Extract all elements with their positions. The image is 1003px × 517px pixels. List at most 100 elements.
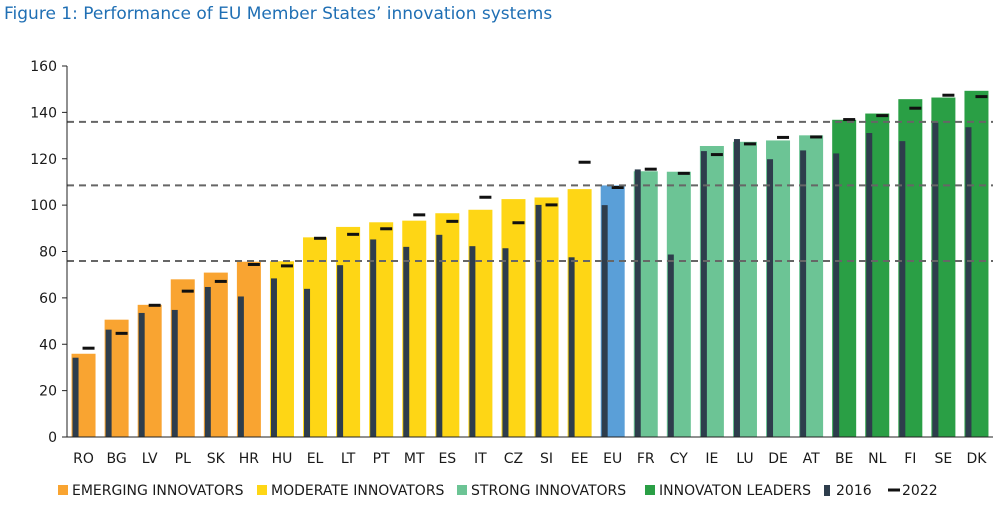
bar-2016-AT	[800, 150, 807, 437]
bar-2016-HU	[270, 278, 277, 437]
marker-2022-SK	[214, 279, 227, 283]
legend-swatch-2016	[824, 485, 830, 496]
marker-2022-AT	[810, 135, 823, 139]
marker-2022-IT	[479, 195, 492, 199]
bar-2016-HR	[237, 296, 244, 437]
marker-2022-EL	[314, 236, 327, 240]
y-tick-label: 160	[30, 59, 57, 75]
x-tick-label: HU	[272, 451, 293, 467]
bar-2016-DE	[767, 159, 774, 437]
marker-2022-LV	[148, 303, 161, 307]
legend-label-strong: STRONG INNOVATORS	[471, 483, 626, 499]
bar-2016-SI	[535, 204, 542, 437]
x-tick-label: IE	[705, 451, 718, 467]
bar-2016-LV	[138, 312, 145, 437]
bar-2016-FR	[634, 169, 641, 437]
x-tick-label: AT	[803, 451, 820, 467]
x-tick-label: MT	[404, 451, 425, 467]
marker-2022-CY	[677, 171, 690, 175]
x-tick-label: BG	[106, 451, 126, 467]
legend-label-marker2022: 2022	[902, 483, 938, 499]
bar-2016-EU	[601, 205, 608, 437]
x-tick-label: LT	[341, 451, 356, 467]
marker-2022-SI	[545, 203, 558, 207]
y-tick-label: 140	[30, 105, 57, 121]
y-tick-label: 0	[48, 430, 57, 446]
axes: RO BG LV PL SK HR HU EL LT PT MT ES IT CZ SI EE EU FR CY IE…	[30, 59, 993, 467]
legend-label-leaders: INNOVATON LEADERS	[659, 483, 811, 499]
x-tick-label: HR	[239, 451, 260, 467]
y-tick-label: 100	[30, 198, 57, 214]
bar-2016-EE	[568, 257, 575, 437]
bars	[67, 90, 993, 438]
marker-2022-LU	[743, 142, 756, 146]
marker-2022-BE	[843, 118, 856, 122]
legend-swatch-strong	[457, 485, 467, 495]
bar-2016-FI	[899, 141, 906, 437]
marker-2022-RO	[82, 346, 95, 350]
bar-2016-RO	[72, 357, 79, 437]
marker-2022-DE	[777, 135, 790, 139]
marker-2022-EU	[611, 186, 624, 190]
marker-2022-LT	[347, 232, 360, 236]
marker-2022-PL	[181, 289, 194, 293]
x-tick-label: IT	[474, 451, 487, 467]
x-tick-label: DE	[768, 451, 788, 467]
x-tick-label: LV	[142, 451, 158, 467]
x-tick-label: FR	[637, 451, 655, 467]
x-tick-label: FI	[904, 451, 916, 467]
marker-2022-FR	[644, 167, 657, 171]
legend-label-moderate: MODERATE INNOVATORS	[271, 483, 445, 499]
x-tick-label: DK	[966, 451, 987, 467]
marker-2022-BG	[115, 331, 128, 335]
marker-2022-ES	[446, 219, 459, 223]
marker-2022-MT	[413, 213, 426, 217]
x-tick-label: NL	[868, 451, 886, 467]
bar-2016-EL	[304, 288, 311, 437]
bar-2016-BE	[833, 153, 840, 437]
chart-title: Figure 1: Performance of EU Member State…	[4, 4, 553, 24]
x-tick-label: PL	[175, 451, 191, 467]
legend-swatch-2022	[888, 488, 900, 492]
bar-2016-NL	[866, 133, 873, 437]
legend: EMERGING INNOVATORS MODERATE INNOVATORS ST…	[58, 483, 938, 499]
x-tick-label: LU	[736, 451, 753, 467]
x-tick-label: BE	[835, 451, 853, 467]
bar-2016-CY	[667, 254, 674, 437]
x-tick-label: RO	[73, 451, 94, 467]
bar-2016-MT	[403, 246, 410, 437]
y-tick-label: 20	[39, 384, 57, 400]
legend-swatch-moderate	[257, 485, 267, 495]
marker-2022-DK	[975, 95, 988, 99]
marker-2022-SE	[942, 93, 955, 97]
bar-2016-SK	[204, 286, 211, 437]
x-tick-label: EL	[307, 451, 324, 467]
x-tick-label: CZ	[504, 451, 523, 467]
bar-2016-PL	[171, 309, 178, 437]
x-tick-label: EE	[571, 451, 589, 467]
x-tick-label: SK	[207, 451, 226, 467]
marker-2022-EE	[578, 160, 591, 164]
y-tick-label: 60	[39, 291, 57, 307]
legend-swatch-emerging	[58, 485, 68, 495]
x-tick-label: SI	[540, 451, 553, 467]
bar-2016-LU	[733, 139, 740, 437]
marker-2022-HU	[280, 264, 293, 268]
x-tick-label: SE	[935, 451, 953, 467]
bar-2016-CZ	[502, 248, 509, 437]
bar-2016-SE	[932, 122, 939, 437]
marker-2022-NL	[876, 114, 889, 118]
x-tick-label: EU	[603, 451, 622, 467]
marker-2022-IE	[710, 153, 723, 157]
x-tick-label: PT	[373, 451, 390, 467]
marker-2022-CZ	[512, 221, 525, 225]
x-tick-label: CY	[670, 451, 689, 467]
legend-label-bar2016: 2016	[836, 483, 872, 499]
marker-2022-PT	[380, 227, 393, 231]
bar-2016-IT	[469, 246, 476, 437]
marker-2022-FI	[909, 106, 922, 110]
bar-2016-ES	[436, 234, 443, 437]
y-tick-label: 80	[39, 245, 57, 261]
legend-swatch-leaders	[645, 485, 655, 495]
x-tick-label: ES	[438, 451, 456, 467]
